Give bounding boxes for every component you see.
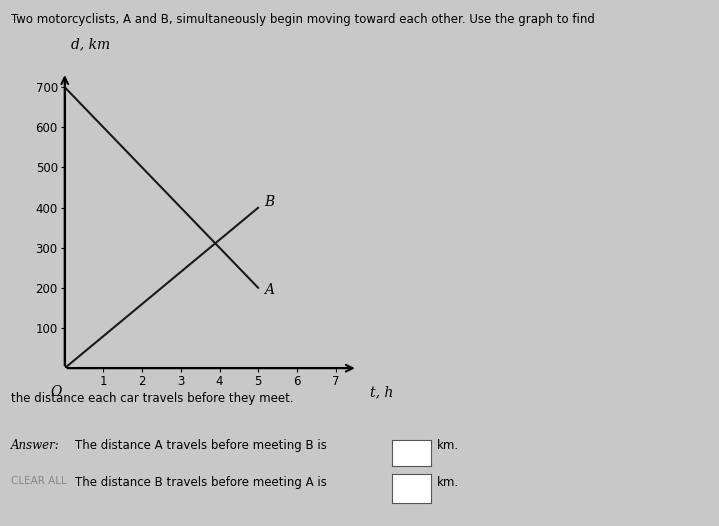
Text: the distance each car travels before they meet.: the distance each car travels before the… bbox=[11, 392, 293, 405]
Text: The distance B travels before meeting A is: The distance B travels before meeting A … bbox=[75, 476, 327, 489]
Text: t, h: t, h bbox=[370, 385, 393, 399]
Text: Two motorcyclists, A and B, simultaneously begin moving toward each other. Use t: Two motorcyclists, A and B, simultaneous… bbox=[11, 13, 595, 26]
Text: The distance A travels before meeting B is: The distance A travels before meeting B … bbox=[75, 439, 327, 452]
Text: O: O bbox=[50, 385, 62, 399]
Text: A: A bbox=[264, 283, 274, 297]
Text: CLEAR ALL: CLEAR ALL bbox=[11, 476, 67, 486]
Text: d, km: d, km bbox=[70, 37, 110, 51]
Text: km.: km. bbox=[436, 439, 459, 452]
Text: Answer:: Answer: bbox=[11, 439, 60, 452]
Text: B: B bbox=[264, 195, 275, 209]
Text: km.: km. bbox=[436, 476, 459, 489]
